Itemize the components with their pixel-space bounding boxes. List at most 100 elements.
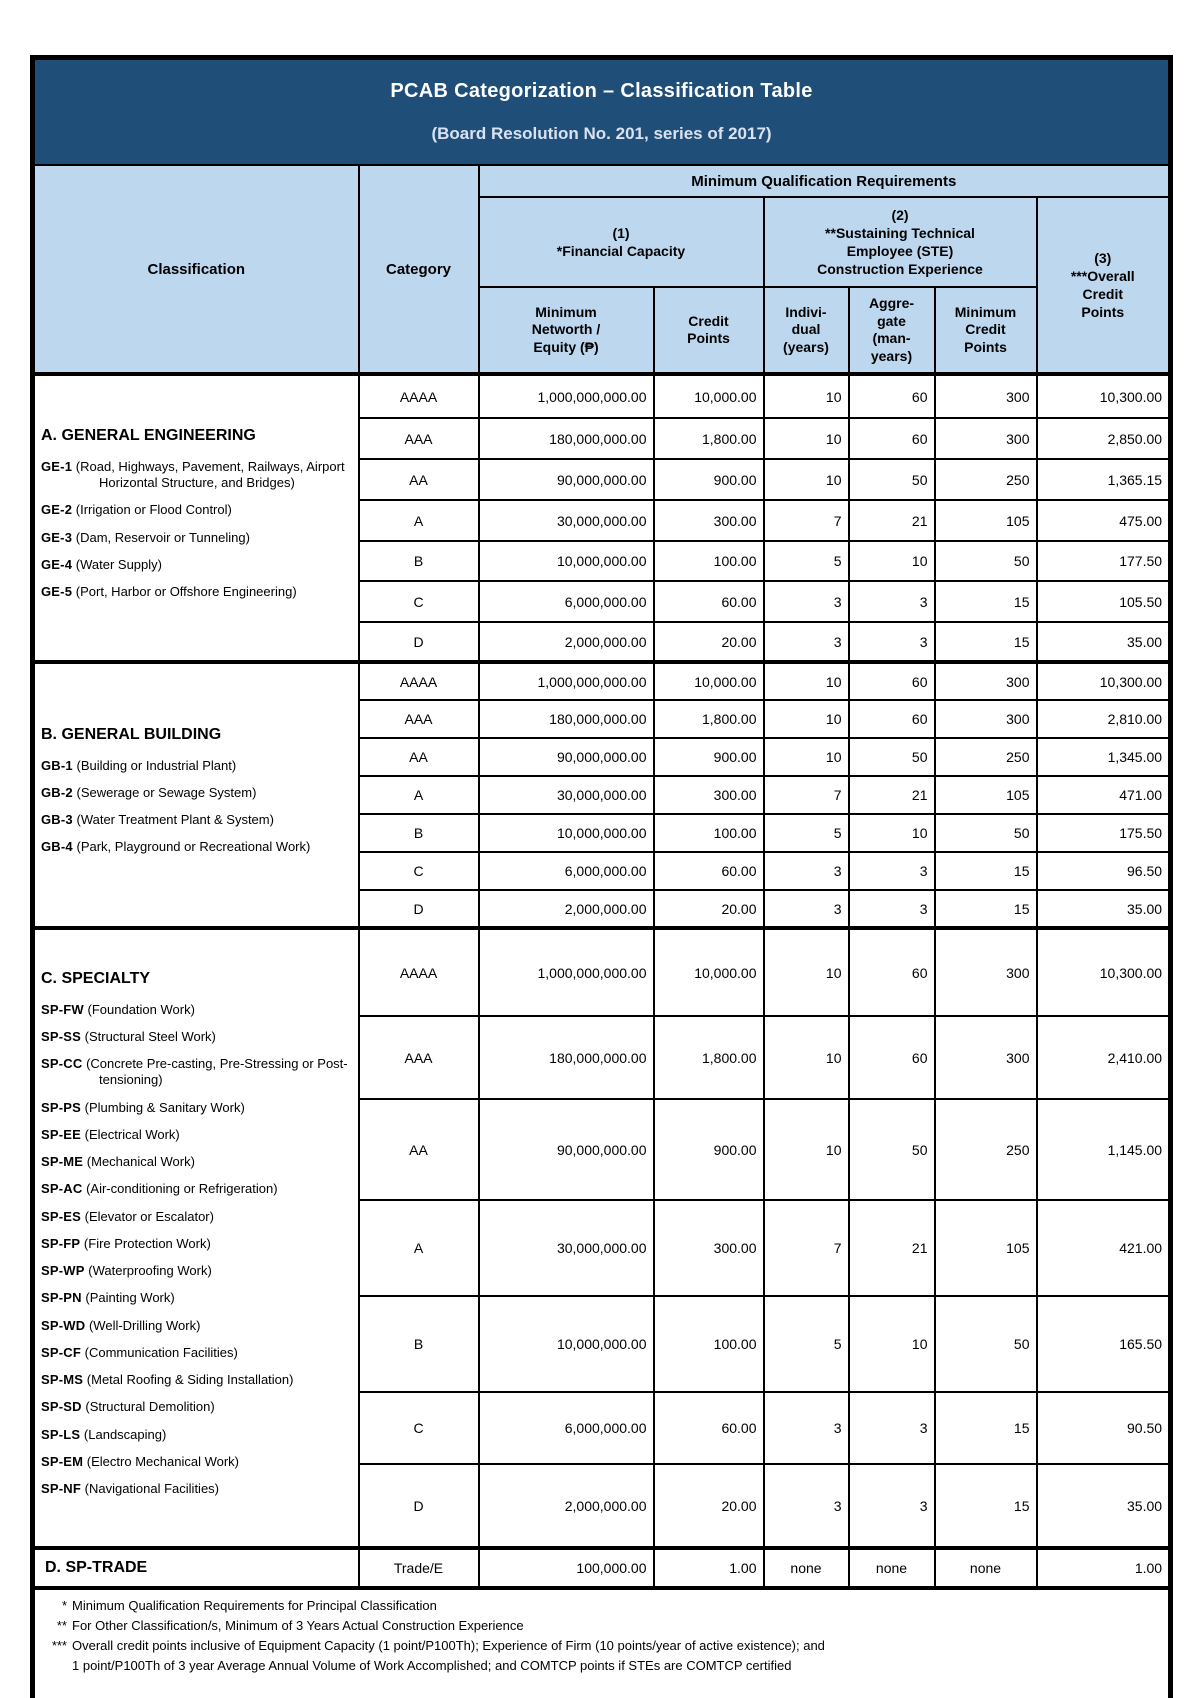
cell-overall: 1,145.00 [1035,1098,1172,1201]
cell-category: AAAA [357,372,480,419]
classification-item: SP-WD (Well-Drilling Work) [41,1318,352,1334]
cell-individual: 10 [762,699,850,739]
cell-min-credit: 105 [933,499,1038,542]
footnote-marker: ** [56,1618,67,1634]
cell-networth: 90,000,000.00 [477,1098,655,1201]
cell-individual: 3 [762,851,850,891]
classification-item-desc: (Communication Facilities) [84,1344,238,1360]
cell-category: D [357,1463,480,1549]
cell-individual: 10 [762,417,850,460]
cell-credit: 300.00 [652,499,765,542]
table-row: C 6,000,000.00 60.00 3 3 15 90.50 [33,1391,1172,1465]
cell-min-credit: none [933,1546,1038,1589]
classification-item-desc: (Landscaping) [83,1426,167,1442]
classification-item: SP-ME (Mechanical Work) [41,1154,352,1170]
classification-item-code: GB-2 [41,784,73,800]
cell-individual: 10 [762,458,850,501]
pcab-classification-table: PCAB Categorization – Classification Tab… [30,55,1174,1698]
classification-item: SP-PS (Plumbing & Sanitary Work) [41,1100,352,1116]
cell-aggregate: 10 [847,540,936,582]
cell-min-credit: 300 [933,699,1038,739]
cell-credit: 20.00 [652,889,765,929]
cell-min-credit: 50 [933,1295,1038,1393]
cell-category: Trade/E [357,1546,480,1589]
classification-item-code: GB-3 [41,812,73,827]
classification-item-code: SP-SS [41,1028,82,1044]
classification-item-code: SP-NF [41,1481,81,1497]
cell-category: D [357,621,480,663]
cell-credit: 20.00 [652,1463,765,1549]
col-header-min-qualification-requirements: Minimum Qualification Requirements [477,164,1172,198]
cell-networth: 6,000,000.00 [477,1391,655,1465]
cell-networth: 6,000,000.00 [477,580,655,623]
cell-category: AAAA [357,660,480,701]
classification-item-desc: (Fire Protection Work) [83,1235,211,1251]
table-row: B. GENERAL BUILDING GB-1 (Building or Ind… [31,660,1172,929]
classification-item-desc: (Irrigation or Flood Control) [75,502,232,518]
classification-item-desc: (Painting Work) [85,1290,175,1306]
classification-item: SP-EM (Electro Mechanical Work) [41,1454,352,1470]
cell-credit: 900.00 [652,737,765,777]
classification-item-code: SP-EM [41,1453,84,1469]
cell-category: C [357,1391,480,1465]
cell-overall: 471.00 [1035,775,1172,815]
cell-credit: 900.00 [652,458,765,501]
cell-networth: 90,000,000.00 [477,737,655,777]
footnotes-cell: * Minimum Qualification Requirements for … [31,1586,1172,1698]
footnote: ** For Other Classification/s, Minimum of… [43,1616,1158,1636]
footnote-text: For Other Classification/s, Minimum of 3… [72,1618,524,1634]
cell-networth: 180,000,000.00 [477,699,655,739]
classification-item-code: GE-1 [41,458,73,474]
cell-networth: 10,000,000.00 [477,1295,655,1393]
classification-item-desc: (Elevator or Escalator) [84,1208,214,1224]
cell-aggregate: 50 [847,737,936,777]
header-row-2: (1) *Financial Capacity (2) **Sustaining… [33,196,1172,375]
table-row: D 2,000,000.00 20.00 3 3 15 35.00 [33,621,1172,663]
classification-item-desc: (Dam, Reservoir or Tunneling) [75,529,250,545]
col-header-financial-capacity: (1) *Financial Capacity [477,196,765,288]
classification-item-desc: (Electro Mechanical Work) [86,1453,239,1469]
table-row: C 6,000,000.00 60.00 3 3 15 105.50 [33,580,1172,623]
classification-item: GB-4 (Park, Playground or Recreational W… [41,839,352,855]
table-footer: * Minimum Qualification Requirements for … [31,1586,1172,1698]
cell-min-credit: 300 [933,417,1038,460]
classification-item-desc: (Foundation Work) [87,1001,195,1017]
cell-individual: 10 [762,926,850,1017]
cell-credit: 300.00 [652,775,765,815]
section-title: B. GENERAL BUILDING [41,725,222,743]
classification-item-code: SP-PN [41,1290,82,1306]
classification-item: SP-PN (Painting Work) [41,1290,352,1306]
classification-item-desc: (Sewerage or Sewage System) [76,784,257,800]
classification-item: GE-3 (Dam, Reservoir or Tunneling) [41,530,352,546]
cell-individual: 7 [762,1199,850,1297]
classification-item-desc: (Metal Roofing & Siding Installation) [86,1372,294,1388]
title-row: PCAB Categorization – Classification Tab… [31,56,1172,166]
cell-min-credit: 105 [933,1199,1038,1297]
cell-category: B [357,540,480,582]
cell-aggregate: 10 [847,813,936,853]
cell-networth: 1,000,000,000.00 [477,660,655,701]
table-row: A 30,000,000.00 300.00 7 21 105 475.00 [33,499,1172,542]
classification-item-desc: (Port, Harbor or Offshore Engineering) [75,584,297,599]
cell-individual: 10 [762,372,850,419]
header-row-3: Minimum Networth / Equity (₱) Credit Poi… [33,286,1171,376]
classification-item-code: SP-WP [41,1263,85,1279]
cell-overall: 10,300.00 [1035,372,1172,419]
cell-overall: 165.50 [1035,1295,1172,1393]
cell-category: A [357,499,480,542]
cell-aggregate: 60 [847,417,936,460]
cell-individual: 5 [762,540,850,582]
cell-min-credit: 250 [933,737,1038,777]
cell-overall: 475.00 [1035,499,1172,542]
table-row: A. GENERAL ENGINEERING GE-1 (Road, Highwa… [31,372,1172,663]
classification-item: SP-ES (Elevator or Escalator) [41,1209,352,1225]
col-header-classification: Classification [31,164,360,375]
cell-category: A [357,775,480,815]
classification-item-desc: (Mechanical Work) [86,1154,195,1170]
col-header-ste-experience: (2) **Sustaining Technical Employee (STE… [762,196,1038,288]
table-row: AAA 180,000,000.00 1,800.00 10 60 300 2,410.00 [33,1015,1172,1100]
cell-individual: 3 [762,1463,850,1549]
cell-overall: 35.00 [1035,1463,1172,1549]
table-row: B 10,000,000.00 100.00 5 10 50 165.50 [33,1295,1172,1393]
cell-min-credit: 15 [933,580,1038,623]
